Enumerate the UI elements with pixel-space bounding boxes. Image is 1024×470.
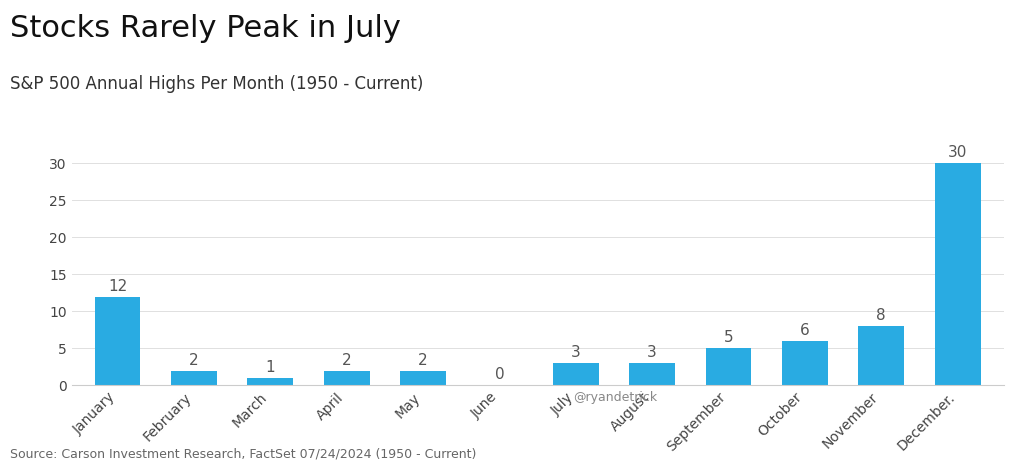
Bar xyxy=(248,378,293,385)
Text: 1: 1 xyxy=(265,360,275,375)
Bar xyxy=(400,370,445,385)
Text: 6: 6 xyxy=(800,323,810,338)
Text: 0: 0 xyxy=(495,368,504,383)
Text: 2: 2 xyxy=(189,352,199,368)
Bar xyxy=(706,348,752,385)
Text: Source: Carson Investment Research, FactSet 07/24/2024 (1950 - Current): Source: Carson Investment Research, Fact… xyxy=(10,447,476,461)
Text: S&P 500 Annual Highs Per Month (1950 - Current): S&P 500 Annual Highs Per Month (1950 - C… xyxy=(10,75,424,93)
Text: Stocks Rarely Peak in July: Stocks Rarely Peak in July xyxy=(10,14,401,43)
Bar xyxy=(782,341,827,385)
Bar xyxy=(171,370,217,385)
Text: 5: 5 xyxy=(724,330,733,345)
Bar xyxy=(935,163,981,385)
Bar xyxy=(630,363,675,385)
Text: 3: 3 xyxy=(647,345,657,360)
Bar xyxy=(553,363,599,385)
Text: 8: 8 xyxy=(877,308,886,323)
Bar xyxy=(324,370,370,385)
Text: 2: 2 xyxy=(418,352,428,368)
Text: 2: 2 xyxy=(342,352,351,368)
Text: 30: 30 xyxy=(948,145,968,160)
Text: @ryandetrick: @ryandetrick xyxy=(573,391,657,404)
Text: 3: 3 xyxy=(571,345,581,360)
Bar xyxy=(94,297,140,385)
Text: 12: 12 xyxy=(108,279,127,294)
Bar xyxy=(858,326,904,385)
